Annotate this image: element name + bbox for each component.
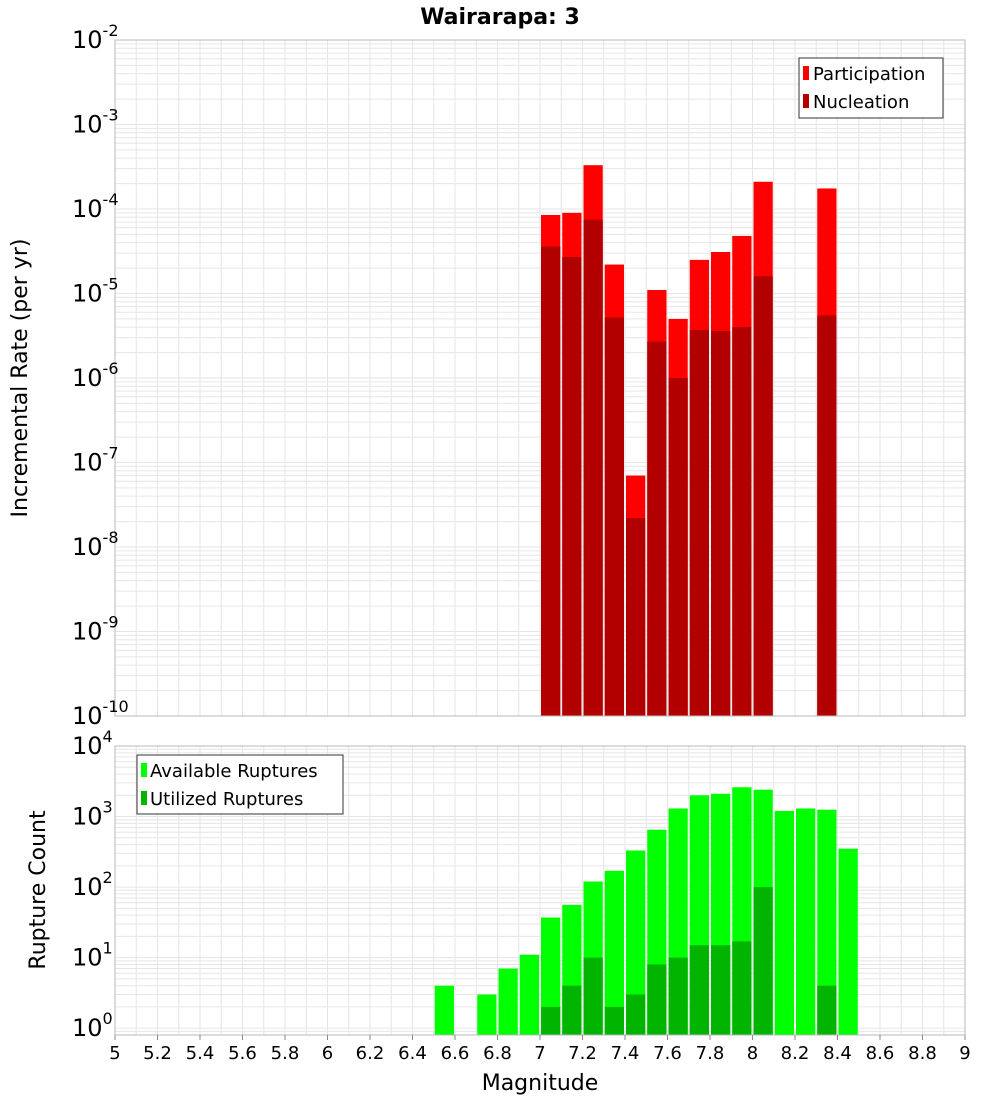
legend-label-nucleation: Nucleation [813, 92, 909, 113]
top-y-tick-label: 10-9 [72, 613, 119, 646]
bar-utilized-ruptures [817, 985, 837, 1035]
top-y-tick-label: 10-6 [72, 359, 119, 392]
bar-nucleation [626, 518, 646, 716]
bar-utilized-ruptures [711, 945, 731, 1035]
bar-nucleation [711, 330, 731, 716]
bar-utilized-ruptures [583, 957, 603, 1035]
top-y-tick-label: 10-3 [72, 106, 119, 139]
bar-utilized-ruptures [732, 941, 752, 1035]
legend-swatch-available [141, 763, 147, 777]
legend-label-available: Available Ruptures [150, 761, 318, 782]
top-y-tick-label: 10-4 [72, 190, 119, 223]
x-tick-label: 6.6 [441, 1043, 470, 1064]
bar-available-ruptures [774, 810, 794, 1035]
legend-label-participation: Participation [813, 64, 925, 85]
bar-utilized-ruptures [626, 994, 646, 1035]
x-tick-label: 5.6 [228, 1043, 257, 1064]
x-tick-label: 8.2 [781, 1043, 810, 1064]
top-bars [541, 165, 837, 717]
bar-available-ruptures [477, 994, 497, 1035]
bar-available-ruptures [541, 917, 561, 1035]
x-tick-label: 6.4 [398, 1043, 427, 1064]
bar-nucleation [604, 317, 624, 716]
bottom-y-tick-label: 104 [72, 727, 113, 760]
x-tick-label: 7.2 [568, 1043, 597, 1064]
top-y-axis-label: Incremental Rate (per yr) [8, 239, 33, 518]
x-tick-label: 5.4 [186, 1043, 215, 1064]
x-tick-label: 6 [322, 1043, 333, 1064]
legend-swatch-nucleation [803, 94, 809, 108]
bar-available-ruptures [498, 968, 518, 1035]
x-tick-label: 8.4 [823, 1043, 852, 1064]
top-plot-frame [114, 39, 966, 717]
bar-utilized-ruptures [604, 1006, 624, 1035]
bar-nucleation [583, 219, 603, 717]
legend-swatch-utilized [141, 791, 147, 805]
bar-nucleation [541, 246, 561, 716]
bottom-bars [434, 787, 858, 1035]
x-tick-label: 7.8 [696, 1043, 725, 1064]
bottom-y-axis-label: Rupture Count [26, 810, 51, 970]
top-y-tick-label: 10-2 [72, 21, 119, 54]
bar-utilized-ruptures [668, 957, 688, 1035]
x-axis: 5 5.2 5.4 5.6 5.8 6 6.2 6.4 6.6 6.8 7 7.2 7.4 7.6 7.8 8… [109, 1035, 971, 1064]
bar-nucleation [562, 257, 582, 716]
bottom-panel: 104 103 102 101 100 Rupture Count Available … [26, 727, 966, 1042]
bar-nucleation [668, 378, 688, 716]
x-tick-label: 5.8 [271, 1043, 300, 1064]
chart-title: Wairarapa: 3 [420, 5, 580, 30]
top-y-tick-label: 10-7 [72, 444, 119, 477]
bar-utilized-ruptures [562, 985, 582, 1035]
bar-available-ruptures [434, 985, 454, 1035]
x-axis-label: Magnitude [482, 1071, 599, 1096]
top-y-tick-labels: 10-2 10-3 10-4 10-5 10-6 10-7 10-8 10-9 10-10 [72, 21, 129, 730]
bar-available-ruptures [519, 954, 539, 1035]
top-legend: Participation Nucleation [798, 57, 944, 119]
x-tick-label: 6.2 [356, 1043, 385, 1064]
x-tick-label: 5 [109, 1043, 120, 1064]
bar-utilized-ruptures [753, 887, 773, 1035]
top-grid [114, 39, 966, 717]
bottom-y-tick-label: 102 [72, 868, 113, 901]
x-tick-label: 7.4 [611, 1043, 640, 1064]
x-tick-label: 7 [534, 1043, 545, 1064]
bar-utilized-ruptures [647, 964, 667, 1035]
bottom-legend-box [136, 754, 344, 815]
bar-available-ruptures [838, 848, 858, 1035]
legend-swatch-participation [803, 66, 809, 80]
top-y-tick-label: 10-8 [72, 528, 119, 561]
bottom-y-tick-label: 100 [72, 1009, 113, 1042]
bottom-y-tick-label: 103 [72, 798, 113, 831]
bar-utilized-ruptures [689, 945, 709, 1035]
x-tick-label: 8 [747, 1043, 758, 1064]
legend-label-utilized: Utilized Ruptures [150, 789, 303, 810]
bar-nucleation [647, 341, 667, 716]
top-y-tick-label: 10-10 [72, 697, 129, 730]
bar-nucleation [689, 329, 709, 716]
top-panel: 10-2 10-3 10-4 10-5 10-6 10-7 10-8 10-9 10-10 In… [8, 21, 966, 730]
bar-nucleation [753, 276, 773, 716]
x-tick-label: 8.6 [866, 1043, 895, 1064]
top-y-tick-label: 10-5 [72, 275, 119, 308]
bottom-y-tick-labels: 104 103 102 101 100 [72, 727, 113, 1042]
x-tick-label: 7.6 [653, 1043, 682, 1064]
x-tick-label: 6.8 [483, 1043, 512, 1064]
bar-nucleation [732, 327, 752, 716]
bar-nucleation [817, 315, 837, 716]
bar-available-ruptures [796, 808, 816, 1035]
bar-available-ruptures [604, 870, 624, 1035]
x-tick-label: 9 [959, 1043, 970, 1064]
bar-available-ruptures [817, 809, 837, 1035]
top-legend-box [798, 57, 944, 119]
bar-utilized-ruptures [541, 1006, 561, 1035]
bottom-legend: Available Ruptures Utilized Ruptures [136, 754, 344, 815]
x-tick-label: 5.2 [143, 1043, 172, 1064]
bottom-y-tick-label: 101 [72, 939, 113, 972]
bar-available-ruptures [626, 850, 646, 1035]
x-tick-label: 8.8 [908, 1043, 937, 1064]
